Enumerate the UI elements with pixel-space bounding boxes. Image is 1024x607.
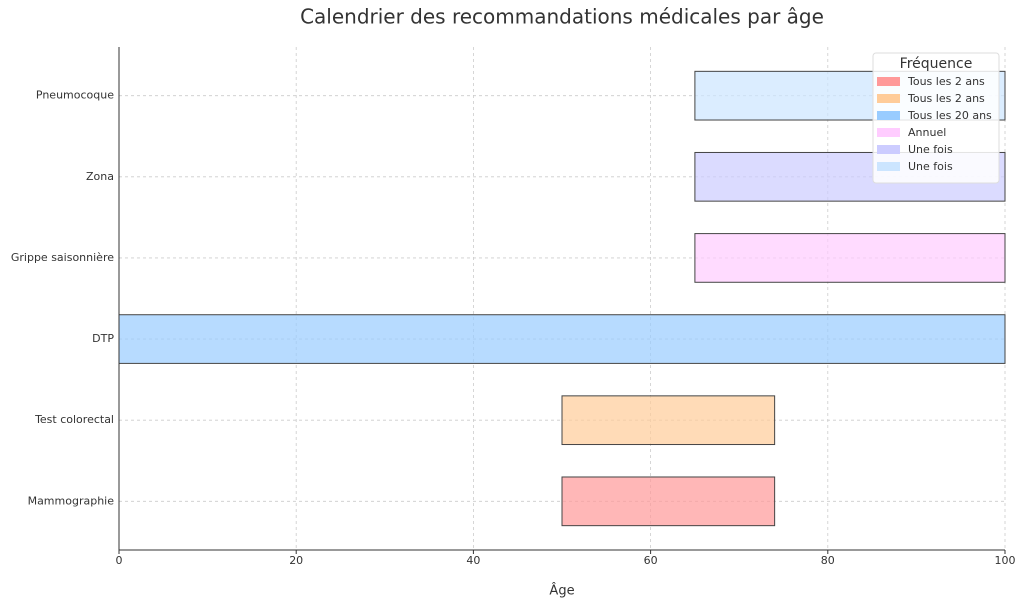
legend-label: Une fois	[908, 160, 953, 173]
y-tick-label: Zona	[86, 170, 114, 183]
x-tick-label: 0	[116, 554, 123, 567]
x-tick-label: 20	[289, 554, 303, 567]
bar	[118, 314, 1006, 364]
legend-swatch	[877, 94, 900, 103]
x-tick-label: 40	[466, 554, 480, 567]
legend-label: Tous les 2 ans	[907, 92, 985, 105]
legend-title: Fréquence	[900, 56, 973, 72]
y-tick-label: DTP	[92, 332, 114, 345]
y-tick-label: Pneumocoque	[36, 89, 114, 102]
legend-swatch	[877, 111, 900, 120]
legend-swatch	[877, 145, 900, 154]
x-tick-label: 80	[821, 554, 835, 567]
x-axis-label: Âge	[549, 583, 574, 599]
bar	[561, 476, 776, 527]
legend-label: Tous les 20 ans	[907, 109, 992, 122]
legend-label: Une fois	[908, 143, 953, 156]
legend-swatch	[877, 77, 900, 86]
y-tick-label: Grippe saisonnière	[11, 251, 114, 264]
x-tick-label: 100	[995, 554, 1016, 567]
chart-title: Calendrier des recommandations médicales…	[300, 5, 824, 29]
bar	[694, 233, 1006, 283]
legend-box	[872, 52, 1000, 184]
legend-swatch	[877, 162, 900, 171]
y-tick-label: Test colorectal	[34, 413, 114, 426]
legend-label: Tous les 2 ans	[907, 75, 985, 88]
legend-label: Annuel	[908, 126, 946, 139]
x-tick-label: 60	[644, 554, 658, 567]
legend-swatch	[877, 128, 900, 137]
bar	[561, 395, 776, 446]
y-tick-label: Mammographie	[28, 494, 115, 507]
legend: Fréquence Tous les 2 ans Tous les 2 ans Tou…	[872, 52, 1000, 184]
